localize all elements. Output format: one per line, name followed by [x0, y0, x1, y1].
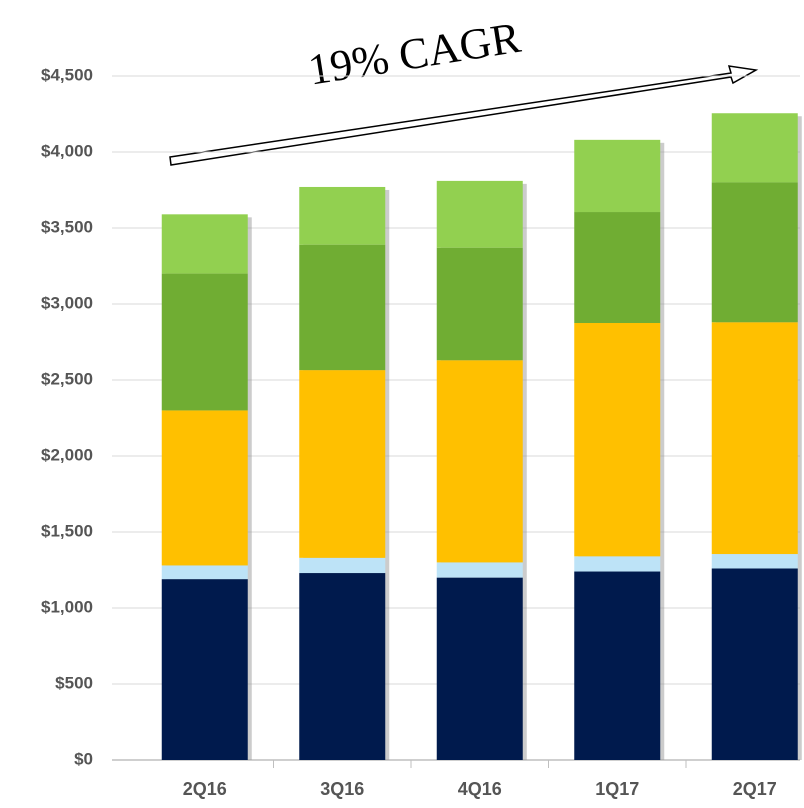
x-tick-label: 4Q16	[458, 779, 502, 799]
x-tick-label: 1Q17	[595, 779, 639, 799]
bar-segment	[299, 244, 386, 371]
bar-segment	[161, 565, 248, 580]
bar-segment	[574, 571, 661, 760]
y-tick-label: $0	[74, 749, 93, 768]
bar-segment	[161, 579, 248, 760]
bar-segment	[711, 113, 798, 183]
bar-segment	[161, 214, 248, 274]
bar-segment	[299, 573, 386, 760]
bar-segment	[436, 247, 523, 361]
bar-segment	[711, 182, 798, 323]
bar-segment	[436, 577, 523, 760]
y-tick-label: $2,000	[41, 445, 93, 464]
bar-segment	[299, 186, 386, 245]
bar-segment	[436, 562, 523, 578]
bar-segment	[711, 568, 798, 760]
y-tick-label: $3,500	[41, 217, 93, 236]
y-tick-label: $500	[55, 673, 93, 692]
y-tick-label: $1,000	[41, 597, 93, 616]
x-tick-label: 3Q16	[320, 779, 364, 799]
bar-segment	[299, 370, 386, 558]
bar-segment	[574, 212, 661, 323]
bar-segment	[161, 273, 248, 411]
y-tick-label: $4,500	[41, 65, 93, 84]
bar-segment	[436, 360, 523, 563]
y-tick-label: $1,500	[41, 521, 93, 540]
y-tick-label: $4,000	[41, 141, 93, 160]
bar-segment	[711, 322, 798, 555]
bar-segment	[299, 557, 386, 574]
bar-segment	[574, 556, 661, 572]
y-tick-label: $3,000	[41, 293, 93, 312]
y-tick-label: $2,500	[41, 369, 93, 388]
x-tick-label: 2Q16	[183, 779, 227, 799]
bar-segment	[161, 410, 248, 566]
cagr-arrow	[169, 65, 759, 166]
bar-segment	[574, 323, 661, 557]
x-tick-label: 2Q17	[733, 779, 777, 799]
bar-segment	[574, 139, 661, 213]
bar-segment	[711, 554, 798, 569]
bar-segment	[436, 180, 523, 248]
annotation: 19% CAGR	[305, 13, 525, 95]
